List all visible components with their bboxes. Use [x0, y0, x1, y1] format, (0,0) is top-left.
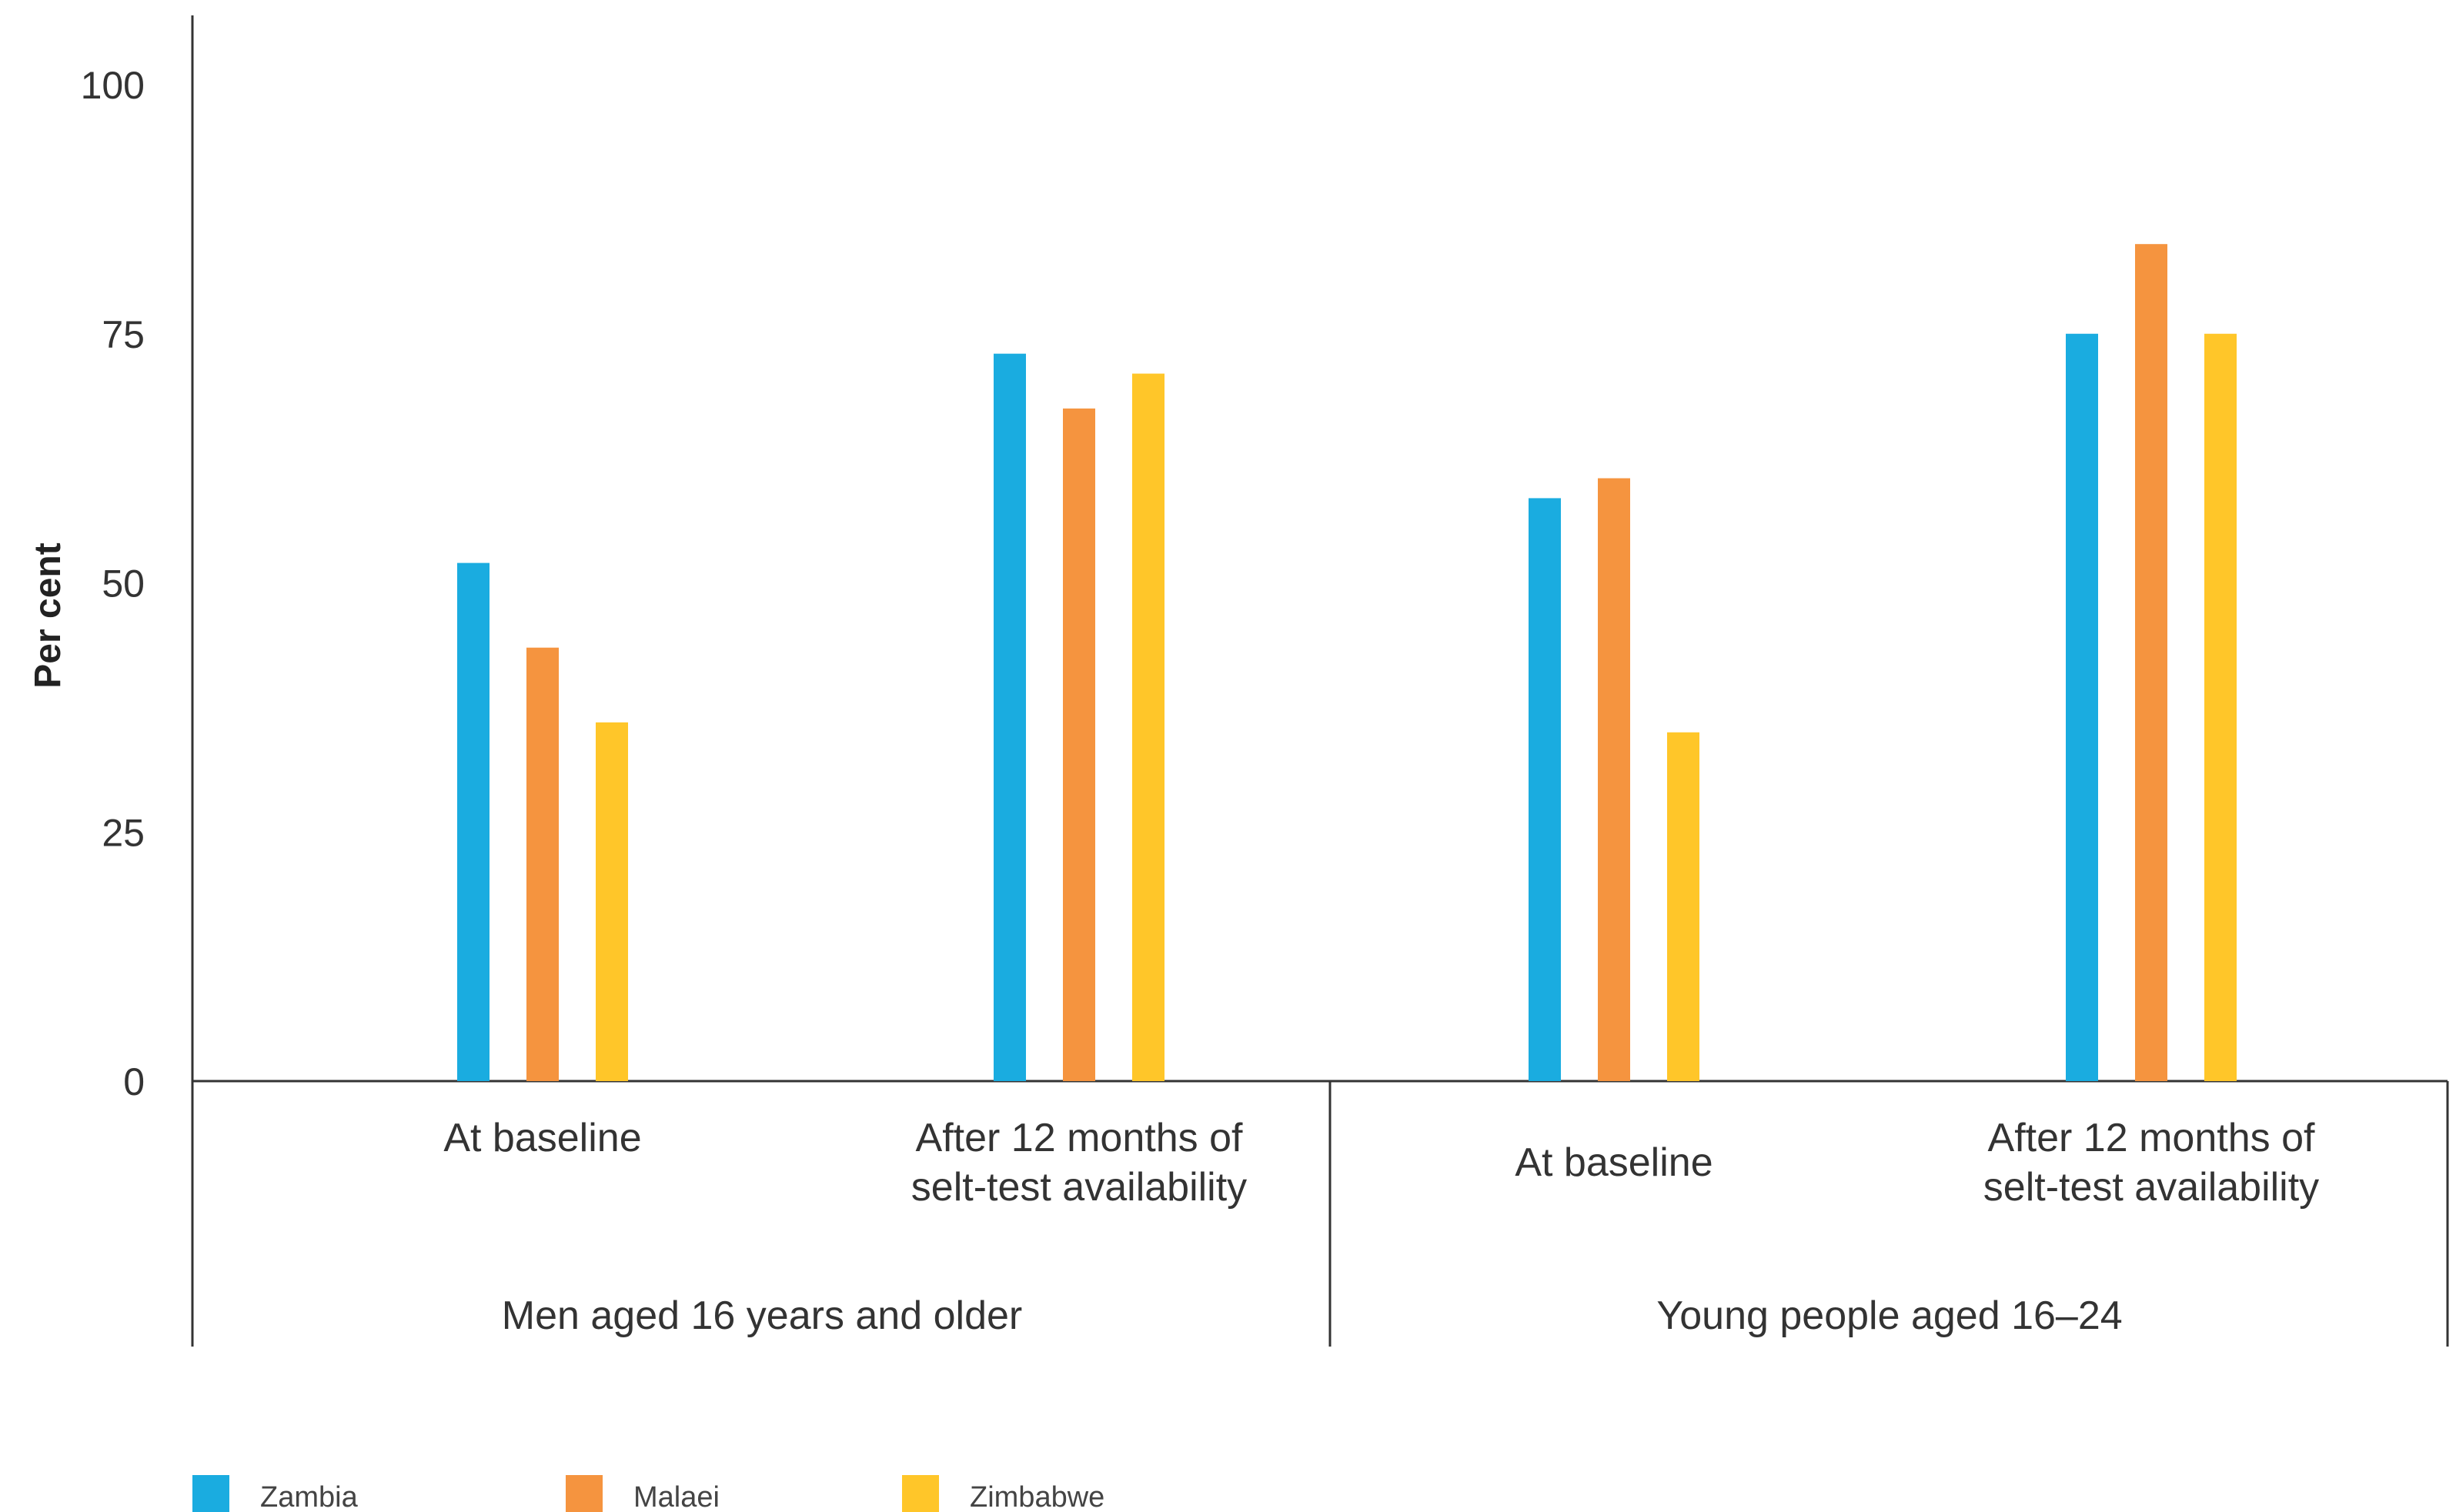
- bar-zambia: [2066, 333, 2098, 1081]
- category-label: After 12 months of: [1988, 1116, 2315, 1160]
- y-tick-label: 75: [102, 313, 145, 356]
- bar-zimbabwe: [2204, 333, 2237, 1081]
- category-label: After 12 months of: [916, 1116, 1243, 1160]
- bar-malaei: [1063, 408, 1095, 1081]
- legend-label: Zimbabwe: [970, 1481, 1104, 1512]
- legend-label: Zambia: [260, 1481, 359, 1512]
- bar-malaei: [526, 647, 559, 1081]
- bar-malaei: [1598, 478, 1630, 1081]
- bar-zimbabwe: [596, 722, 628, 1081]
- bar-zambia: [994, 353, 1026, 1081]
- bar-malaei: [2135, 244, 2167, 1082]
- y-axis-label: Per cent: [28, 542, 69, 688]
- category-label: At baseline: [1515, 1140, 1713, 1185]
- y-tick-label: 25: [102, 811, 145, 854]
- y-tick-label: 50: [102, 562, 145, 606]
- legend-swatch-zimbabwe: [902, 1475, 939, 1512]
- y-tick-label: 100: [81, 64, 145, 107]
- bar-zambia: [1529, 498, 1561, 1081]
- category-label: selt-test availability: [1983, 1165, 2319, 1210]
- bar-zimbabwe: [1667, 732, 1699, 1081]
- legend-swatch-malaei: [566, 1475, 603, 1512]
- legend-swatch-zambia: [192, 1475, 229, 1512]
- legend-label: Malaei: [633, 1481, 720, 1512]
- group-label: Young people aged 16–24: [1656, 1293, 2122, 1338]
- bar-zambia: [457, 562, 490, 1081]
- group-label: Men aged 16 years and older: [502, 1293, 1022, 1338]
- bar-zimbabwe: [1132, 373, 1165, 1081]
- y-tick-label: 0: [123, 1060, 145, 1103]
- category-label: At baseline: [443, 1116, 641, 1160]
- category-label: selt-test availability: [911, 1165, 1247, 1210]
